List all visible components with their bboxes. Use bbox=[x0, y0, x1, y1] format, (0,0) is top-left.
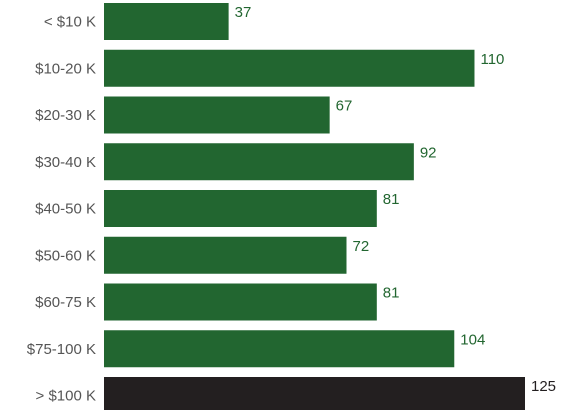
category-label: $75-100 K bbox=[27, 341, 96, 358]
bar bbox=[104, 330, 455, 368]
value-label: 72 bbox=[352, 238, 369, 255]
value-label: 110 bbox=[480, 51, 504, 68]
bar-highlighted bbox=[104, 377, 525, 410]
bar bbox=[104, 283, 377, 321]
bar bbox=[104, 143, 414, 181]
category-label: $10-20 K bbox=[35, 60, 96, 77]
value-label: 67 bbox=[336, 98, 353, 115]
category-labels: < $10 K $10-20 K $20-30 K $30-40 K $40-50 K $… bbox=[27, 14, 96, 405]
category-label: $20-30 K bbox=[35, 107, 96, 124]
category-label: $40-50 K bbox=[35, 201, 96, 218]
value-labels: 37 110 67 92 81 72 81 104 125 bbox=[235, 4, 556, 395]
value-label: 104 bbox=[460, 331, 485, 348]
value-label: 81 bbox=[383, 191, 400, 208]
category-label: < $10 K bbox=[44, 14, 96, 31]
bar bbox=[104, 190, 377, 227]
bars bbox=[104, 3, 525, 410]
value-label: 37 bbox=[235, 4, 252, 21]
value-label: 125 bbox=[531, 378, 556, 395]
bar bbox=[104, 3, 229, 40]
category-label: $60-75 K bbox=[35, 294, 96, 311]
category-label: $50-60 K bbox=[35, 247, 96, 264]
category-label: > $100 K bbox=[36, 388, 96, 405]
bar bbox=[104, 96, 330, 134]
bar bbox=[104, 49, 475, 87]
bar bbox=[104, 236, 347, 274]
category-label: $30-40 K bbox=[35, 154, 96, 171]
value-label: 92 bbox=[420, 144, 437, 161]
value-label: 81 bbox=[383, 285, 400, 302]
